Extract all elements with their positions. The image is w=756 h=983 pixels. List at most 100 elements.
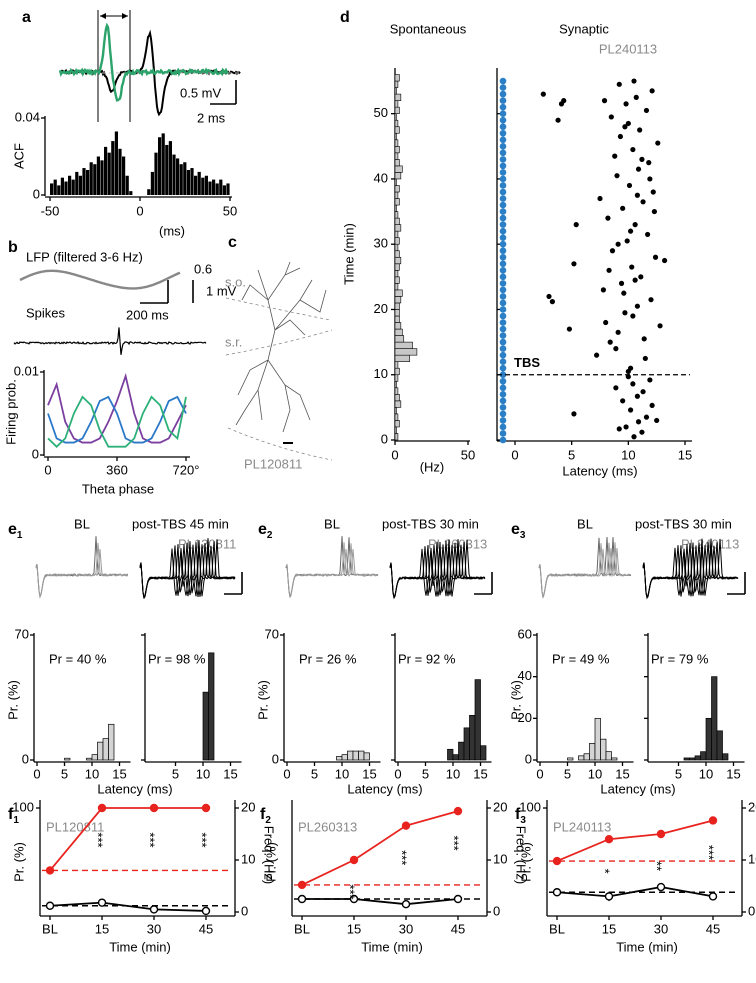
- stim-dot: [499, 371, 507, 379]
- x-tick-label: 0: [511, 447, 518, 462]
- x-tick-label: 15: [726, 766, 740, 781]
- rate-bar: [394, 113, 397, 121]
- y-axis-label: Pr. (%): [518, 842, 533, 882]
- x-tick-label: 5: [61, 766, 68, 781]
- x-tick-label: 5: [422, 766, 429, 781]
- y-tick-label: 70: [15, 626, 29, 641]
- latency-bar: [694, 755, 701, 761]
- x-tick-label: 15: [362, 766, 376, 781]
- latency-bar: [347, 750, 354, 761]
- response-dot: [616, 81, 622, 87]
- y-tick-label: 20: [518, 710, 532, 725]
- stim-dot: [499, 201, 507, 209]
- stim-dot: [499, 162, 507, 170]
- response-dot: [639, 156, 645, 162]
- stim-dot: [499, 97, 507, 104]
- rate-bar: [394, 309, 400, 317]
- stim-dot: [499, 129, 507, 137]
- response-dot: [603, 319, 609, 326]
- response-dot: [630, 146, 636, 153]
- bar: [150, 171, 154, 195]
- y2-tick-label: 20: [748, 799, 756, 814]
- latency-bar: [683, 757, 690, 761]
- series-line: [49, 807, 206, 871]
- stim-dot: [499, 143, 507, 150]
- stim-dot: [499, 188, 507, 196]
- response-dot: [571, 411, 577, 417]
- x-tick-label: 30: [147, 921, 161, 936]
- rate-bar: [394, 224, 402, 232]
- response-dot: [613, 385, 619, 391]
- y-axis-label: Pr. (%): [5, 680, 20, 720]
- x-tick-label: 10: [335, 766, 349, 781]
- x-tick-label: BL: [549, 921, 565, 936]
- bar: [100, 160, 104, 195]
- latency-bar: [202, 691, 209, 761]
- bar: [104, 146, 108, 195]
- response-dot: [634, 393, 641, 399]
- panel-label: b: [8, 239, 18, 256]
- rate-bar: [394, 256, 402, 265]
- bar: [53, 179, 57, 195]
- x-tick-label: 10: [85, 766, 99, 781]
- x-tick-label: 45: [451, 921, 465, 936]
- scale-label: 2 ms: [197, 110, 226, 125]
- trace: [642, 542, 739, 599]
- stim-dot: [499, 436, 507, 444]
- latency-bar: [480, 745, 487, 761]
- stim-dot: [499, 149, 507, 157]
- x-tick-label: 0: [33, 766, 40, 781]
- y-tick-label: 0: [32, 446, 39, 461]
- x-axis-label: (Hz): [420, 459, 445, 474]
- y-tick-label: 30: [374, 236, 388, 251]
- x-tick-label: 5: [311, 766, 318, 781]
- column-title: Spontaneous: [390, 21, 467, 36]
- bar: [204, 175, 208, 195]
- response-dot: [634, 303, 641, 309]
- point: [552, 856, 562, 866]
- response-dot: [597, 195, 603, 202]
- y-tick-label: 0: [525, 751, 532, 766]
- panel-label: f2: [260, 806, 271, 825]
- x-tick-label: 15: [473, 766, 487, 781]
- response-dot: [601, 98, 608, 104]
- x-tick-label: 720°: [173, 462, 200, 477]
- rate-bar: [394, 230, 399, 238]
- response-dot: [620, 205, 626, 211]
- significance-stars: ***: [91, 832, 106, 847]
- stim-dot: [499, 306, 507, 313]
- stim-dot: [499, 319, 507, 326]
- bar: [78, 175, 82, 195]
- response-dot: [654, 417, 660, 424]
- x-tick-label: 360: [106, 462, 128, 477]
- response-dot: [549, 299, 556, 305]
- stim-dot: [499, 116, 507, 124]
- response-dot: [546, 293, 552, 300]
- latency-bar: [108, 723, 115, 761]
- x-tick-label: 0: [536, 766, 543, 781]
- condition-label: post-TBS 30 min: [635, 516, 732, 531]
- significance-stars: **: [650, 861, 665, 871]
- stim-dot: [499, 123, 507, 131]
- condition-label: BL: [577, 516, 593, 531]
- trace-label: LFP (filtered 3-6 Hz): [26, 249, 143, 264]
- scale-label: 0.6: [194, 261, 212, 276]
- bar: [183, 162, 187, 195]
- y-axis-label: Pr. (%): [255, 680, 270, 720]
- rate-bar: [394, 407, 397, 415]
- rate-bar: [394, 237, 400, 245]
- bar: [179, 164, 183, 195]
- y2-axis-label: Freq. (Hz): [514, 826, 529, 885]
- point: [708, 892, 718, 901]
- panel-label: c: [228, 234, 237, 251]
- condition-label: BL: [324, 516, 340, 531]
- x-tick-label: 10: [446, 766, 460, 781]
- point: [604, 892, 614, 901]
- stim-dot: [499, 221, 507, 228]
- rate-bar: [394, 93, 402, 101]
- response-dot: [622, 124, 628, 130]
- pr-label: Pr = 26 %: [299, 651, 357, 666]
- lfp-trace: [19, 269, 181, 290]
- stim-dot: [499, 358, 507, 365]
- trace: [139, 538, 236, 599]
